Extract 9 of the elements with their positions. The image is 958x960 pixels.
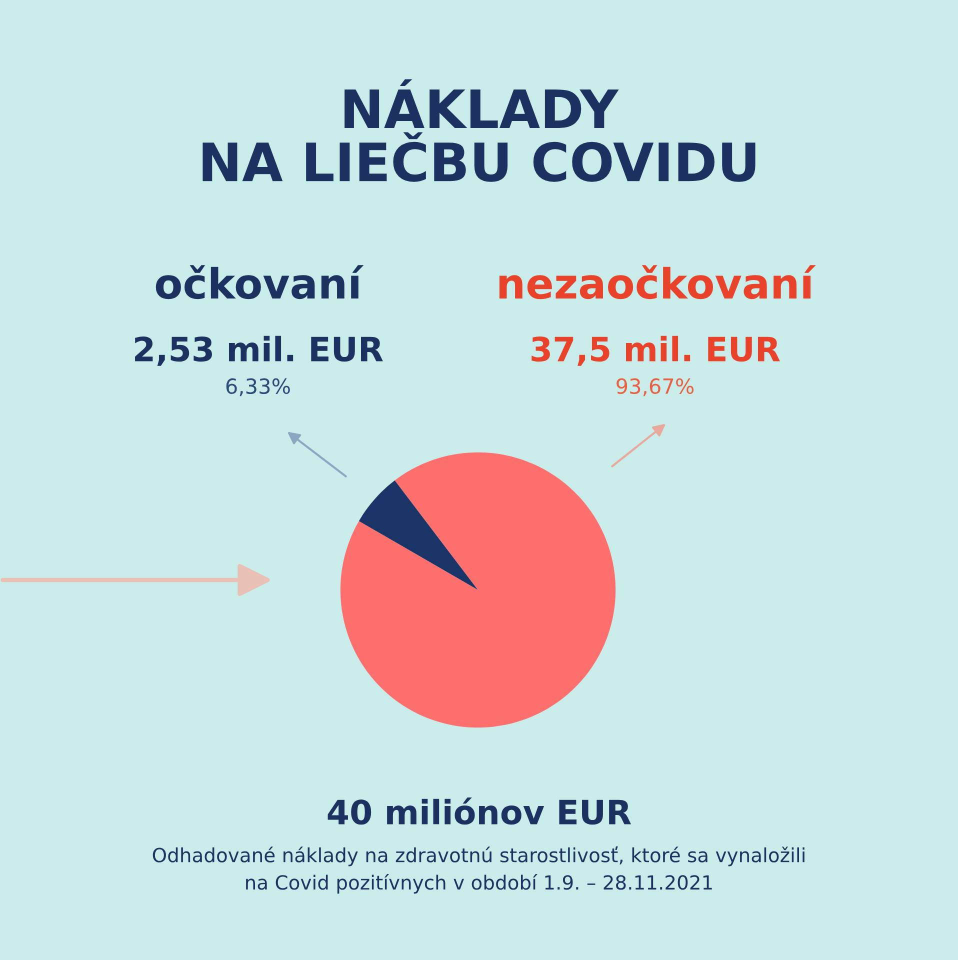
chart-title: NÁKLADY NA LIEČBU COVIDU xyxy=(202,79,756,182)
data-label: 2,53 mil. EUR xyxy=(135,336,383,366)
slice-label: očkovaní xyxy=(156,265,364,300)
text: 40 miliónov EUR xyxy=(328,798,632,825)
text: 6,33% xyxy=(226,378,290,396)
text: Odhadované náklady na zdravotnú starostlivosť, ktoré sa vynaložili na Covid pozitívnych v období 1.9. – 28.11.2021 xyxy=(152,846,804,894)
data-label: 37,5 mil. EUR xyxy=(532,336,780,366)
text: 93,67% xyxy=(616,378,694,396)
slice-label: nezaočkovaní xyxy=(499,265,816,300)
